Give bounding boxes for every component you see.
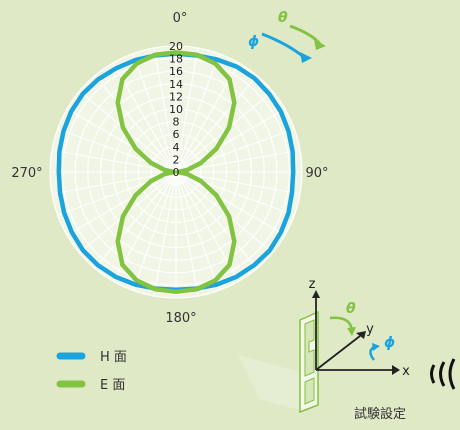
y-axis-line bbox=[315, 335, 361, 371]
phi-label: ϕ bbox=[248, 34, 259, 50]
axis-label-x: x bbox=[402, 364, 410, 379]
ring-gridline bbox=[87, 83, 265, 261]
test-setup-illustration: z y x θ ϕ 試験設定 bbox=[238, 277, 456, 422]
device-antenna-pattern bbox=[304, 319, 315, 377]
angle-label-180: 180° bbox=[165, 311, 196, 326]
angle-label-90: 90° bbox=[305, 166, 328, 181]
y-axis-arrow-icon bbox=[356, 331, 366, 339]
setup-shadow bbox=[238, 355, 300, 410]
ring-gridline bbox=[150, 146, 202, 198]
ring-gridline bbox=[137, 133, 215, 211]
radial-tick-label: 0 bbox=[173, 166, 180, 179]
phi-setup-arrow-head-icon bbox=[372, 343, 380, 351]
setup-caption: 試験設定 bbox=[354, 406, 406, 422]
angle-label-270: 270° bbox=[11, 166, 42, 181]
legend: H 面 E 面 bbox=[56, 350, 127, 393]
z-axis-arrow-icon bbox=[312, 290, 320, 298]
theta-setup-arrow-head-icon bbox=[347, 327, 356, 336]
ring-gridline bbox=[125, 121, 227, 223]
ring-gridline bbox=[49, 45, 303, 299]
axis-label-y: y bbox=[366, 322, 374, 337]
radial-tick-label: 6 bbox=[173, 128, 180, 141]
radial-tick-label: 8 bbox=[173, 116, 180, 129]
radial-tick-label: 16 bbox=[169, 65, 183, 78]
series-layer bbox=[56, 50, 296, 294]
radial-tick-label: 2 bbox=[173, 153, 180, 166]
x-axis-arrow-icon bbox=[392, 365, 400, 375]
radial-tick-label: 12 bbox=[169, 90, 183, 103]
legend-label-h: H 面 bbox=[100, 350, 127, 365]
radial-tick-label: 14 bbox=[169, 78, 183, 91]
phi-setup-label: ϕ bbox=[384, 335, 395, 351]
theta-setup-label: θ bbox=[346, 301, 356, 317]
rotation-indicators: ϕ θ bbox=[248, 10, 326, 63]
ring-gridline bbox=[99, 95, 253, 249]
ring-gridline bbox=[62, 58, 290, 286]
radial-tick-label: 4 bbox=[173, 141, 180, 154]
legend-label-e: E 面 bbox=[100, 378, 125, 393]
radial-tick-label: 20 bbox=[169, 40, 183, 53]
phi-arrow-head-icon bbox=[300, 52, 312, 63]
angle-label-0: 0° bbox=[173, 11, 188, 26]
device-pad bbox=[304, 377, 315, 405]
ring-gridline bbox=[74, 70, 278, 274]
theta-arrow-head-icon bbox=[314, 39, 326, 50]
axis-label-z: z bbox=[309, 277, 316, 292]
theta-label: θ bbox=[278, 10, 288, 26]
radial-tick-label: 18 bbox=[169, 53, 183, 66]
series-line-e bbox=[115, 50, 237, 294]
radial-tick-label: 10 bbox=[169, 103, 183, 116]
phi-rotation-arrow bbox=[261, 32, 306, 60]
ring-gridline bbox=[112, 108, 240, 236]
signal-waves-icon bbox=[430, 358, 456, 390]
ring-gridline bbox=[162, 158, 190, 186]
